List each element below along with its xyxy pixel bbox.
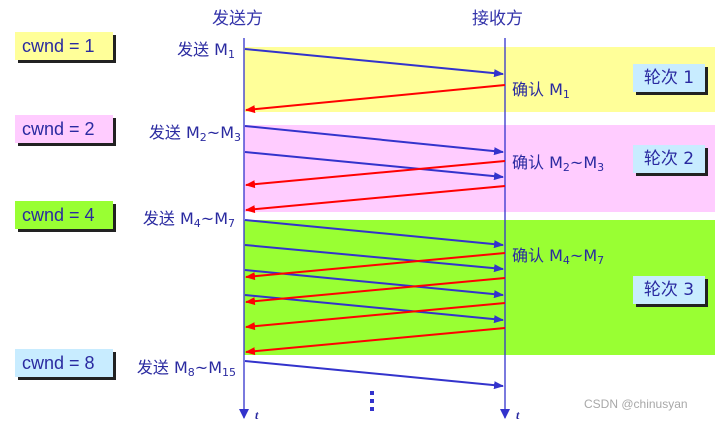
sender-title: 发送方 bbox=[212, 9, 263, 29]
receiver-title: 接收方 bbox=[472, 9, 523, 29]
data-segment-arrow bbox=[244, 269, 504, 299]
send-label-round4: 发送 M8~M15 bbox=[136, 358, 236, 379]
data-segment-arrow bbox=[244, 219, 504, 249]
data-segment-arrow bbox=[244, 294, 504, 324]
cwnd-box-1: cwnd = 1 bbox=[15, 32, 113, 60]
ack-arrow bbox=[245, 252, 506, 281]
watermark: CSDN @chinusyan bbox=[584, 397, 688, 411]
ack-arrow bbox=[245, 185, 506, 214]
send-label-round3: 发送 M4~M7 bbox=[142, 209, 235, 230]
round-label-2: 轮次 2 bbox=[633, 145, 705, 173]
send-label-round1: 发送 M1 bbox=[177, 40, 235, 61]
data-segment-arrow bbox=[244, 48, 504, 78]
round-label-3: 轮次 3 bbox=[633, 276, 705, 304]
ack-arrow bbox=[245, 327, 506, 356]
data-segment-arrow bbox=[244, 360, 504, 390]
ack-arrow bbox=[245, 277, 506, 306]
cwnd-box-4: cwnd = 4 bbox=[15, 201, 113, 229]
data-segment-arrow bbox=[244, 244, 504, 273]
sender-time-label: t bbox=[255, 408, 259, 422]
ack-label-round1: 确认 M1 bbox=[512, 80, 570, 101]
data-segment-arrow bbox=[244, 151, 504, 181]
ack-arrow bbox=[245, 84, 506, 114]
receiver-time-label: t bbox=[516, 408, 520, 422]
continuation-ellipsis-icon bbox=[370, 391, 375, 415]
ack-arrow bbox=[245, 302, 506, 331]
ack-label-round3: 确认 M4~M7 bbox=[512, 246, 605, 267]
cwnd-box-8: cwnd = 8 bbox=[15, 349, 113, 377]
send-label-round2: 发送 M2~M3 bbox=[148, 123, 241, 144]
ack-arrow bbox=[245, 160, 506, 189]
cwnd-box-2: cwnd = 2 bbox=[15, 115, 113, 143]
data-segment-arrow bbox=[244, 125, 504, 156]
ack-label-round2: 确认 M2~M3 bbox=[512, 153, 605, 174]
round-label-1: 轮次 1 bbox=[633, 64, 705, 92]
